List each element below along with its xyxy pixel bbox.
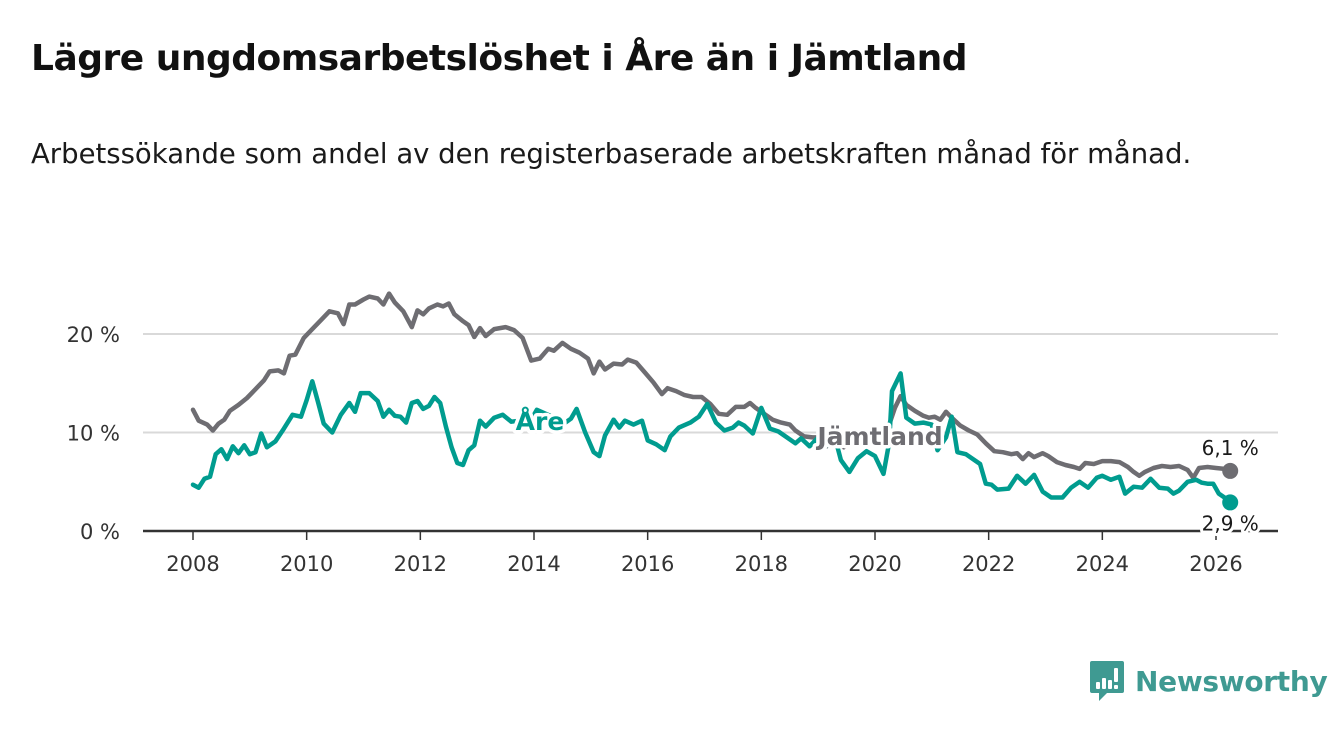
end-point-marker	[1222, 462, 1239, 479]
series-label: Jämtland	[815, 422, 942, 451]
chart-subtitle: Arbetssökande som andel av den registerb…	[31, 138, 1192, 170]
bar-chart-speech-bubble-icon	[1090, 661, 1124, 701]
end-value-label: 2,9 %	[1202, 511, 1259, 535]
x-tick-label: 2012	[394, 552, 447, 576]
series-label-halo: Jämtland	[815, 422, 942, 451]
end-value-label-halo: 6,1 %	[1202, 436, 1259, 460]
end-value-label-halo: 2,9 %	[1202, 511, 1259, 535]
end-value-label: 6,1 %	[1202, 436, 1259, 460]
x-tick-label: 2018	[735, 552, 788, 576]
x-tick-label: 2022	[962, 552, 1015, 576]
y-tick-label: 10 %	[67, 422, 120, 446]
chart-title: Lägre ungdomsarbetslöshet i Åre än i Jäm…	[31, 38, 968, 79]
x-tick-label: 2010	[280, 552, 333, 576]
y-axis: 0 % 10 % 20 %	[67, 323, 120, 544]
brand-name: Newsworthy	[1135, 664, 1328, 698]
series-label: Åre	[516, 407, 565, 436]
y-tick-label: 0 %	[80, 520, 120, 544]
series-line-jmtland	[190, 291, 1233, 481]
y-tick-label: 20 %	[67, 323, 120, 347]
x-tick-label: 2020	[848, 552, 901, 576]
x-tick-label: 2008	[166, 552, 219, 576]
series-lines	[190, 291, 1239, 511]
x-tick-label: 2026	[1189, 552, 1242, 576]
series-line-re	[190, 371, 1233, 505]
series-label-halo: Åre	[516, 407, 565, 436]
x-tick-label: 2014	[507, 552, 560, 576]
x-axis: 2008 2010 2012 2014 2016 2018 2020 2022 2024 2026	[143, 529, 1278, 576]
newsworthy-logo: Newsworthy	[1089, 660, 1328, 702]
x-tick-label: 2024	[1076, 552, 1129, 576]
end-point-marker	[1222, 494, 1239, 511]
x-tick-label: 2016	[621, 552, 674, 576]
